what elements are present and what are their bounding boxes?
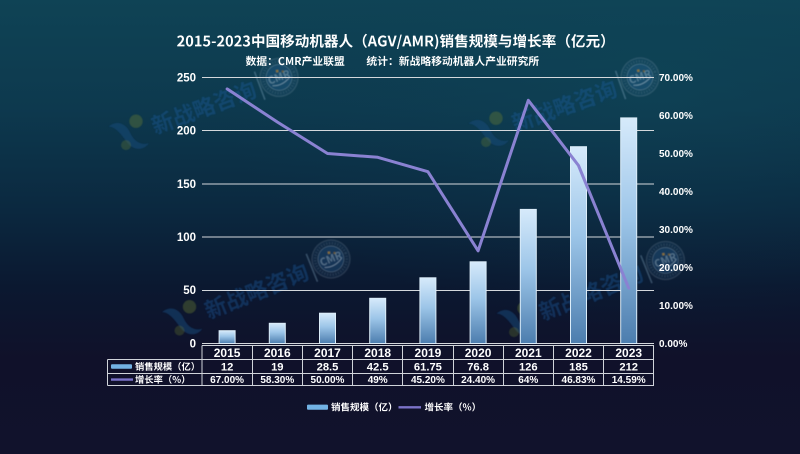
svg-text:2019: 2019 <box>415 346 442 360</box>
svg-text:12: 12 <box>221 362 233 374</box>
svg-text:24.40%: 24.40% <box>461 375 495 386</box>
svg-text:250: 250 <box>177 72 196 84</box>
svg-text:2017: 2017 <box>314 346 341 360</box>
svg-text:100: 100 <box>177 232 196 244</box>
svg-text:60.00%: 60.00% <box>659 111 693 122</box>
svg-text:30.00%: 30.00% <box>659 225 693 236</box>
svg-text:70.00%: 70.00% <box>659 73 693 84</box>
svg-text:10.00%: 10.00% <box>659 301 693 312</box>
svg-text:212: 212 <box>619 362 638 374</box>
svg-text:2021: 2021 <box>515 346 542 360</box>
svg-text:126: 126 <box>519 362 538 374</box>
svg-text:0: 0 <box>190 338 196 350</box>
svg-text:50: 50 <box>183 285 196 297</box>
svg-text:40.00%: 40.00% <box>659 187 693 198</box>
svg-text:61.75: 61.75 <box>414 362 442 374</box>
svg-text:46.83%: 46.83% <box>562 375 596 386</box>
svg-text:2018: 2018 <box>364 346 391 360</box>
svg-text:58.30%: 58.30% <box>260 375 294 386</box>
svg-text:14.59%: 14.59% <box>612 375 646 386</box>
svg-text:19: 19 <box>271 362 283 374</box>
svg-text:45.20%: 45.20% <box>411 375 445 386</box>
svg-text:20.00%: 20.00% <box>659 263 693 274</box>
svg-text:2016: 2016 <box>264 346 291 360</box>
svg-text:185: 185 <box>569 362 588 374</box>
svg-text:64%: 64% <box>518 375 538 386</box>
svg-text:2023: 2023 <box>615 346 642 360</box>
svg-text:67.00%: 67.00% <box>210 375 244 386</box>
svg-text:50.00%: 50.00% <box>311 375 345 386</box>
svg-text:2015: 2015 <box>214 346 241 360</box>
svg-text:150: 150 <box>177 179 196 191</box>
svg-text:2020: 2020 <box>465 346 492 360</box>
svg-text:2022: 2022 <box>565 346 592 360</box>
svg-text:50.00%: 50.00% <box>659 149 693 160</box>
svg-text:76.8: 76.8 <box>467 362 489 374</box>
svg-text:28.5: 28.5 <box>317 362 339 374</box>
svg-text:42.5: 42.5 <box>367 362 389 374</box>
svg-text:200: 200 <box>177 126 196 138</box>
svg-text:49%: 49% <box>368 375 388 386</box>
svg-text:0.00%: 0.00% <box>659 339 687 350</box>
